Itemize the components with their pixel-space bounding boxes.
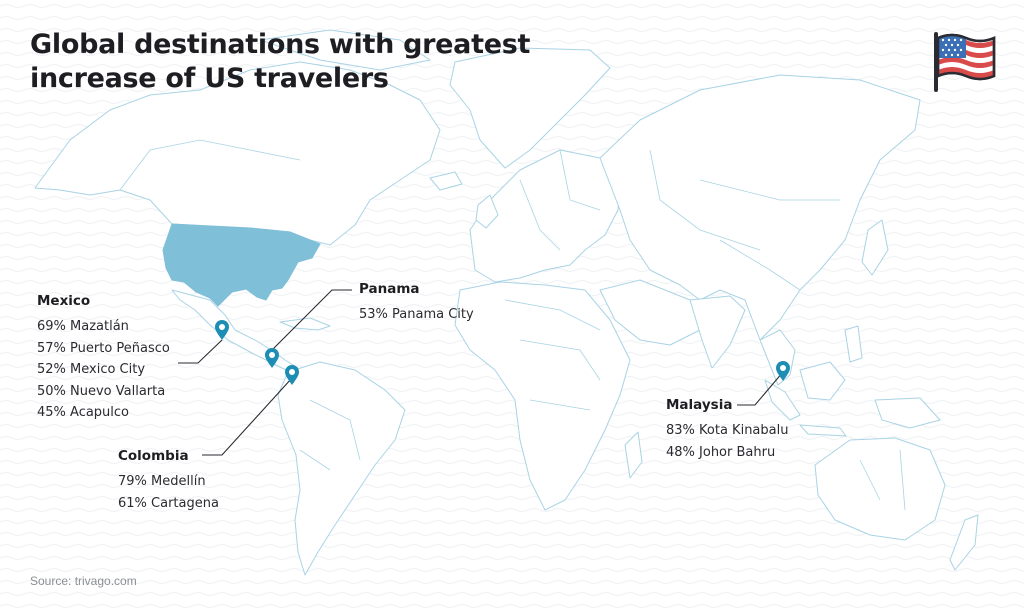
city-stat: 45% Acapulco	[37, 405, 130, 420]
colombia-label-group: Colombia 79% Medellín 61% Cartagena	[118, 448, 219, 514]
south-america	[277, 361, 406, 576]
malaysia-label-group: Malaysia 83% Kota Kinabalu 48% Johor Bah…	[666, 397, 788, 463]
java	[799, 424, 847, 437]
africa	[454, 281, 631, 511]
madagascar	[624, 431, 643, 479]
country-name-mexico: Mexico	[37, 293, 91, 309]
country-name-colombia: Colombia	[118, 448, 189, 464]
city-stat: 52% Mexico City	[37, 362, 146, 377]
city-stat: 50% Nuevo Vallarta	[37, 383, 166, 399]
country-name-panama: Panama	[359, 281, 420, 297]
australia	[814, 437, 946, 541]
japan	[861, 219, 889, 276]
us-flag-icon	[934, 32, 996, 92]
greenland	[449, 47, 611, 169]
city-stat: 53% Panama City	[359, 307, 474, 322]
new-zealand	[949, 514, 979, 571]
chart-title: Global destinations with greatest increa…	[30, 29, 531, 94]
india	[689, 295, 746, 369]
philippines	[844, 325, 863, 363]
city-stat: 79% Medellín	[118, 474, 206, 489]
uk	[475, 194, 499, 229]
caribbean	[279, 317, 331, 331]
city-stat: 61% Cartagena	[118, 495, 219, 511]
middle-east	[599, 279, 701, 346]
city-stat: 57% Puerto Peñasco	[37, 340, 170, 356]
country-name-malaysia: Malaysia	[666, 397, 733, 413]
arctic-islands	[259, 29, 431, 71]
canada-alaska	[34, 61, 441, 246]
asia	[599, 74, 921, 341]
mexico-central-america	[171, 289, 299, 373]
city-stat: 48% Johor Bahru	[666, 444, 776, 460]
borneo	[799, 361, 846, 401]
usa-highlight	[162, 223, 321, 307]
southeast-asia	[759, 329, 796, 386]
europe	[469, 149, 621, 283]
mexico-label-group: Mexico 69% Mazatlán 57% Puerto Peñasco 5…	[37, 293, 170, 424]
source-credit: Source: trivago.com	[30, 574, 137, 588]
new-guinea	[874, 397, 941, 429]
panama-label-group: Panama 53% Panama City	[359, 281, 474, 326]
city-stat: 83% Kota Kinabalu	[666, 423, 789, 438]
city-stat: 69% Mazatlán	[37, 319, 129, 334]
iceland	[429, 171, 463, 191]
